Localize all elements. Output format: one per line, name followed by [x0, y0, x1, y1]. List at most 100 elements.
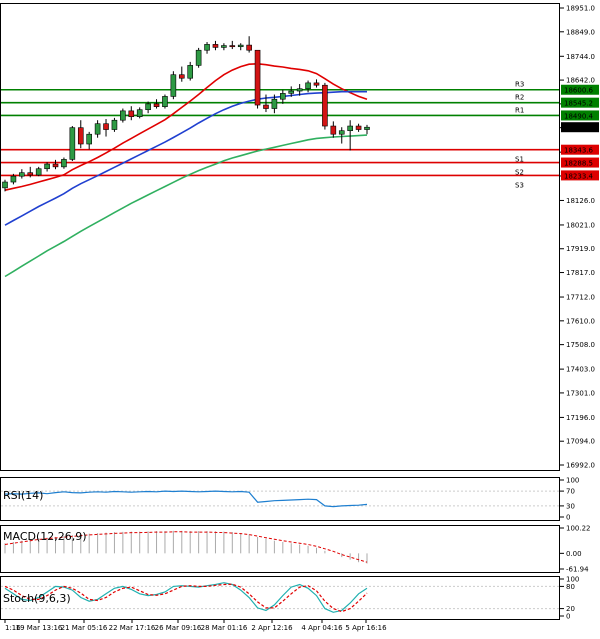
stoch-y-tick-label: 0	[566, 613, 570, 621]
y-tick-label: 17301.0	[566, 389, 595, 397]
level-name-r3: R3	[515, 81, 524, 89]
y-tick-label: 18849.0	[566, 28, 595, 36]
candle	[364, 124, 370, 135]
x-tick-label: 28 Mar 01:16	[201, 624, 248, 632]
pane-frame-macd	[0, 525, 560, 573]
rsi-y-tick-label: 70	[566, 488, 575, 496]
candle-body-up	[61, 159, 67, 168]
candle-body-down	[322, 84, 328, 127]
candle	[61, 157, 67, 169]
level-price-label-r2: 18545.2	[564, 100, 593, 108]
candle-body-up	[44, 163, 50, 170]
candle	[229, 40, 236, 50]
candle-body-down	[246, 44, 252, 51]
macd-y-tick-label: 0.00	[566, 550, 582, 558]
pane-frame-rsi	[0, 477, 560, 521]
candle	[254, 49, 261, 109]
current-price-box	[561, 122, 599, 133]
macd-y-tick-label: -61.94	[566, 566, 589, 574]
y-tick-label: 17817.0	[566, 269, 595, 277]
candle-body-up	[162, 96, 168, 107]
level-price-box-r1	[561, 110, 599, 121]
candle-body-up	[145, 103, 151, 111]
candle	[187, 61, 194, 81]
candle	[19, 169, 25, 179]
candle	[347, 120, 353, 151]
candle	[178, 66, 185, 82]
candle	[170, 71, 177, 100]
candle	[77, 120, 84, 149]
candle	[2, 179, 8, 192]
y-tick-label: 17508.0	[566, 341, 595, 349]
level-price-label-s1: 18343.6	[564, 147, 593, 155]
y-tick-label: 17610.0	[566, 317, 595, 325]
candle-body-down	[27, 172, 34, 176]
candle-body-down	[330, 125, 337, 135]
candle-body-up	[195, 49, 202, 66]
candle	[246, 36, 252, 53]
candle	[136, 107, 143, 119]
candle	[153, 99, 160, 109]
candle-body-up	[19, 172, 25, 177]
candle	[212, 40, 219, 51]
stoch-title: Stoch(9,6,3)	[3, 592, 71, 605]
rsi-y-tick-label: 30	[566, 502, 575, 510]
candle-body-down	[212, 44, 219, 48]
y-tick-label: 17712.0	[566, 294, 595, 302]
rsi-title: RSI(14)	[3, 489, 43, 502]
candle-body-down	[313, 82, 320, 86]
stoch-y-tick-label: 20	[566, 605, 575, 613]
candle-body-down	[77, 127, 84, 145]
macd-y-tick-label: 100.22	[566, 525, 591, 533]
y-tick-label: 18744.0	[566, 53, 595, 61]
candle	[86, 131, 92, 150]
candle	[35, 166, 42, 177]
x-tick-label: 26 Mar 09:16	[155, 624, 202, 632]
ma-line-blue	[4, 90, 367, 226]
candle-body-up	[10, 175, 17, 183]
candle	[296, 84, 303, 96]
candle-body-down	[52, 163, 59, 168]
candle	[280, 89, 286, 104]
candle-body-up	[187, 65, 194, 79]
y-tick-label: 18126.0	[566, 197, 595, 205]
candle-body-up	[364, 126, 370, 130]
candle	[27, 166, 34, 178]
level-price-label-s2: 18288.5	[564, 160, 593, 168]
rsi-y-tick-label: 100	[566, 477, 579, 485]
candle	[322, 82, 328, 130]
y-tick-label: 18021.0	[566, 221, 595, 229]
candle-body-up	[271, 98, 278, 109]
candle-body-down	[153, 103, 160, 107]
candle	[313, 79, 320, 88]
y-tick-label: 17196.0	[566, 414, 595, 422]
y-tick-label: 18642.0	[566, 77, 595, 85]
stoch-d-line	[4, 583, 368, 613]
candle-body-down	[103, 123, 109, 130]
level-price-box-r3	[561, 84, 599, 95]
candle-body-up	[280, 93, 286, 100]
candle-body-down	[355, 125, 362, 130]
stoch-y-tick-label: 80	[566, 583, 575, 591]
x-tick-label: 5 Apr 16:16	[345, 624, 387, 632]
candle	[120, 108, 126, 123]
candle	[271, 94, 278, 114]
candle	[94, 120, 101, 138]
candle-body-up	[221, 45, 227, 48]
ma-line-red	[4, 62, 368, 191]
candle-body-up	[170, 74, 177, 97]
candle-body-up	[35, 168, 42, 176]
candle	[128, 106, 135, 121]
level-price-label-s3: 18233.4	[564, 172, 593, 180]
candle	[145, 101, 151, 114]
candle-body-up	[204, 44, 210, 51]
rsi-y-tick-label: 0	[566, 514, 570, 522]
y-tick-label: 17094.0	[566, 438, 595, 446]
candle	[52, 159, 59, 170]
macd-title: MACD(12,26,9)	[3, 530, 87, 543]
candle-body-down	[229, 45, 236, 48]
rsi-line	[4, 490, 368, 508]
level-name-r1: R1	[515, 106, 524, 114]
